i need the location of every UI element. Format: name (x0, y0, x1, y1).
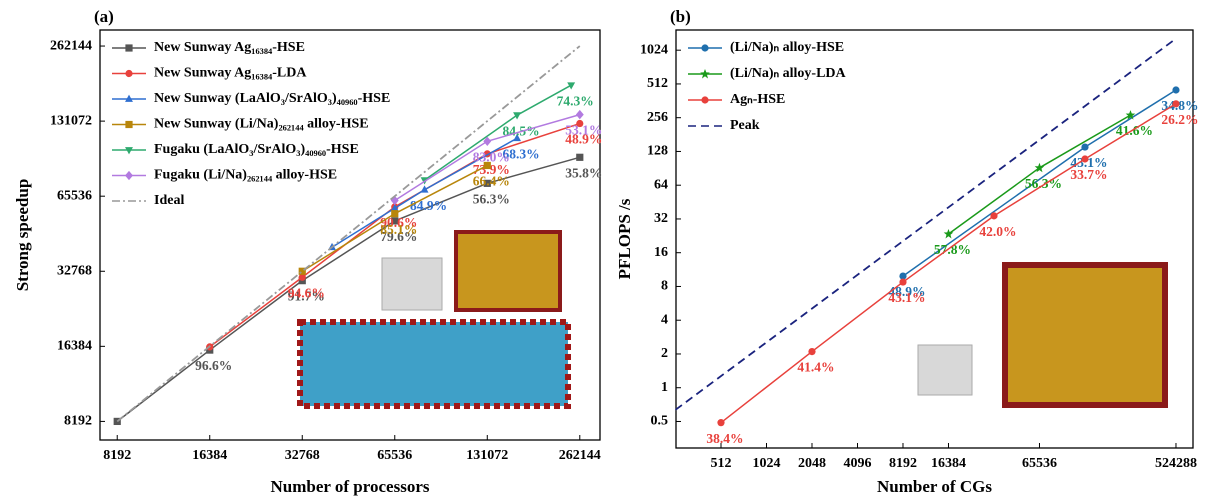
y-tick-label: 8 (661, 279, 668, 294)
y-tick-label: 512 (647, 76, 668, 91)
y-tick-label: 64 (654, 177, 668, 192)
legend-marker (125, 70, 132, 77)
legend-marker (701, 44, 708, 51)
point (513, 112, 521, 119)
x-tick-label: 524288 (1155, 456, 1197, 471)
y-tick-label: 0.5 (651, 414, 669, 429)
page: {"chart_data": [ {"type": "line", "title… (0, 0, 1205, 499)
legend-label: Agₙ-HSE (730, 92, 785, 107)
x-tick-label: 262144 (559, 448, 601, 463)
legend-label: Fugaku (LaAlO₃/SrAlO₃)₄₀₉₆₀-HSE (154, 142, 359, 157)
point (1172, 86, 1179, 93)
chart-title: (b) (670, 7, 691, 26)
legend-marker (125, 44, 132, 51)
efficiency-label: 53.1% (565, 123, 602, 138)
ag-cube (918, 345, 972, 395)
y-tick-label: 2 (661, 346, 668, 361)
efficiency-label: 85.1% (380, 222, 417, 237)
efficiency-label: 96.6% (195, 358, 232, 373)
point (391, 210, 398, 217)
structure-images-a (300, 232, 568, 406)
y-tick-label: 16 (654, 245, 668, 260)
legend-marker (125, 171, 133, 180)
point (576, 154, 583, 161)
efficiency-label: 41.4% (797, 360, 834, 375)
y-tick-label: 128 (647, 144, 668, 159)
legend-label: New Sunway Ag₁₆₃₈₄-LDA (154, 66, 307, 81)
legend-label: (Li/Na)ₙ alloy-LDA (730, 66, 847, 81)
efficiency-label: 34.8% (1161, 98, 1198, 113)
y-tick-label: 256 (647, 110, 668, 125)
point (1172, 100, 1179, 107)
y-tick-label: 32768 (57, 263, 92, 278)
efficiency-label: 83.0% (473, 149, 510, 164)
legend-label: New Sunway Ag₁₆₃₈₄-HSE (154, 40, 305, 55)
legend-label: New Sunway (Li/Na)₂₆₂₁₄₄ alloy-HSE (154, 117, 369, 132)
point (1081, 143, 1088, 150)
alloy-cube (456, 232, 560, 310)
efficiency-label: 42.0% (979, 224, 1016, 239)
chart-title: (a) (94, 7, 114, 26)
legend-label: Peak (730, 118, 760, 133)
efficiency-label: 43.1% (888, 290, 925, 305)
y-tick-label: 8192 (64, 414, 92, 429)
y-tick-label: 131072 (50, 113, 92, 128)
figure: (a)Number of processorsStrong speedup819… (0, 0, 1205, 499)
point (717, 419, 724, 426)
x-axis-label: Number of CGs (877, 477, 992, 496)
efficiency-label: 38.4% (706, 431, 743, 446)
y-tick-label: 262144 (50, 38, 92, 53)
alloy-cube (1005, 265, 1165, 405)
x-tick-label: 2048 (798, 456, 826, 471)
point (899, 278, 906, 285)
x-tick-label: 8192 (889, 456, 917, 471)
point (808, 348, 815, 355)
legend-label: Ideal (154, 193, 184, 208)
x-tick-label: 131072 (466, 448, 508, 463)
x-tick-label: 1024 (752, 456, 780, 471)
legend-marker (125, 121, 132, 128)
efficiency-label: 56.3% (1025, 176, 1062, 191)
y-axis-label: PFLOPS /s (615, 198, 634, 279)
x-tick-label: 8192 (103, 448, 131, 463)
efficiency-label: 35.8% (565, 165, 602, 180)
efficiency-label: 26.2% (1161, 112, 1198, 127)
x-tick-label: 4096 (843, 456, 871, 471)
y-axis-label: Strong speedup (13, 179, 32, 292)
x-tick-label: 65536 (377, 448, 412, 463)
point (576, 110, 584, 119)
x-tick-label: 65536 (1022, 456, 1057, 471)
point (1081, 155, 1088, 162)
efficiency-label: 56.3% (473, 191, 510, 206)
legend-label: (Li/Na)ₙ alloy-HSE (730, 40, 844, 55)
y-tick-label: 16384 (57, 339, 92, 354)
point (990, 212, 997, 219)
x-tick-label: 512 (710, 456, 731, 471)
efficiency-label: 66.4% (473, 174, 510, 189)
legend-marker (701, 96, 708, 103)
x-axis-label: Number of processors (271, 477, 430, 496)
y-tick-label: 1 (661, 380, 668, 395)
ag-cube (382, 258, 442, 310)
efficiency-label: 74.3% (557, 93, 594, 108)
x-tick-label: 32768 (285, 448, 320, 463)
legend-label: Fugaku (Li/Na)₂₆₂₁₄₄ alloy-HSE (154, 168, 337, 183)
perovskite-slab (300, 322, 568, 406)
efficiency-label: 84.9% (410, 198, 447, 213)
y-tick-label: 1024 (640, 42, 668, 57)
y-tick-label: 65536 (57, 188, 92, 203)
x-tick-label: 16384 (931, 456, 966, 471)
point (944, 229, 954, 239)
structure-images-b (918, 265, 1165, 405)
y-tick-label: 4 (661, 312, 668, 327)
y-tick-label: 32 (654, 211, 668, 226)
efficiency-label: 94.6% (288, 285, 325, 300)
legend-label: New Sunway (LaAlO₃/SrAlO₃)₄₀₉₆₀-HSE (154, 91, 390, 106)
efficiency-label: 41.6% (1116, 123, 1153, 138)
x-tick-label: 16384 (192, 448, 227, 463)
efficiency-label: 33.7% (1070, 167, 1107, 182)
